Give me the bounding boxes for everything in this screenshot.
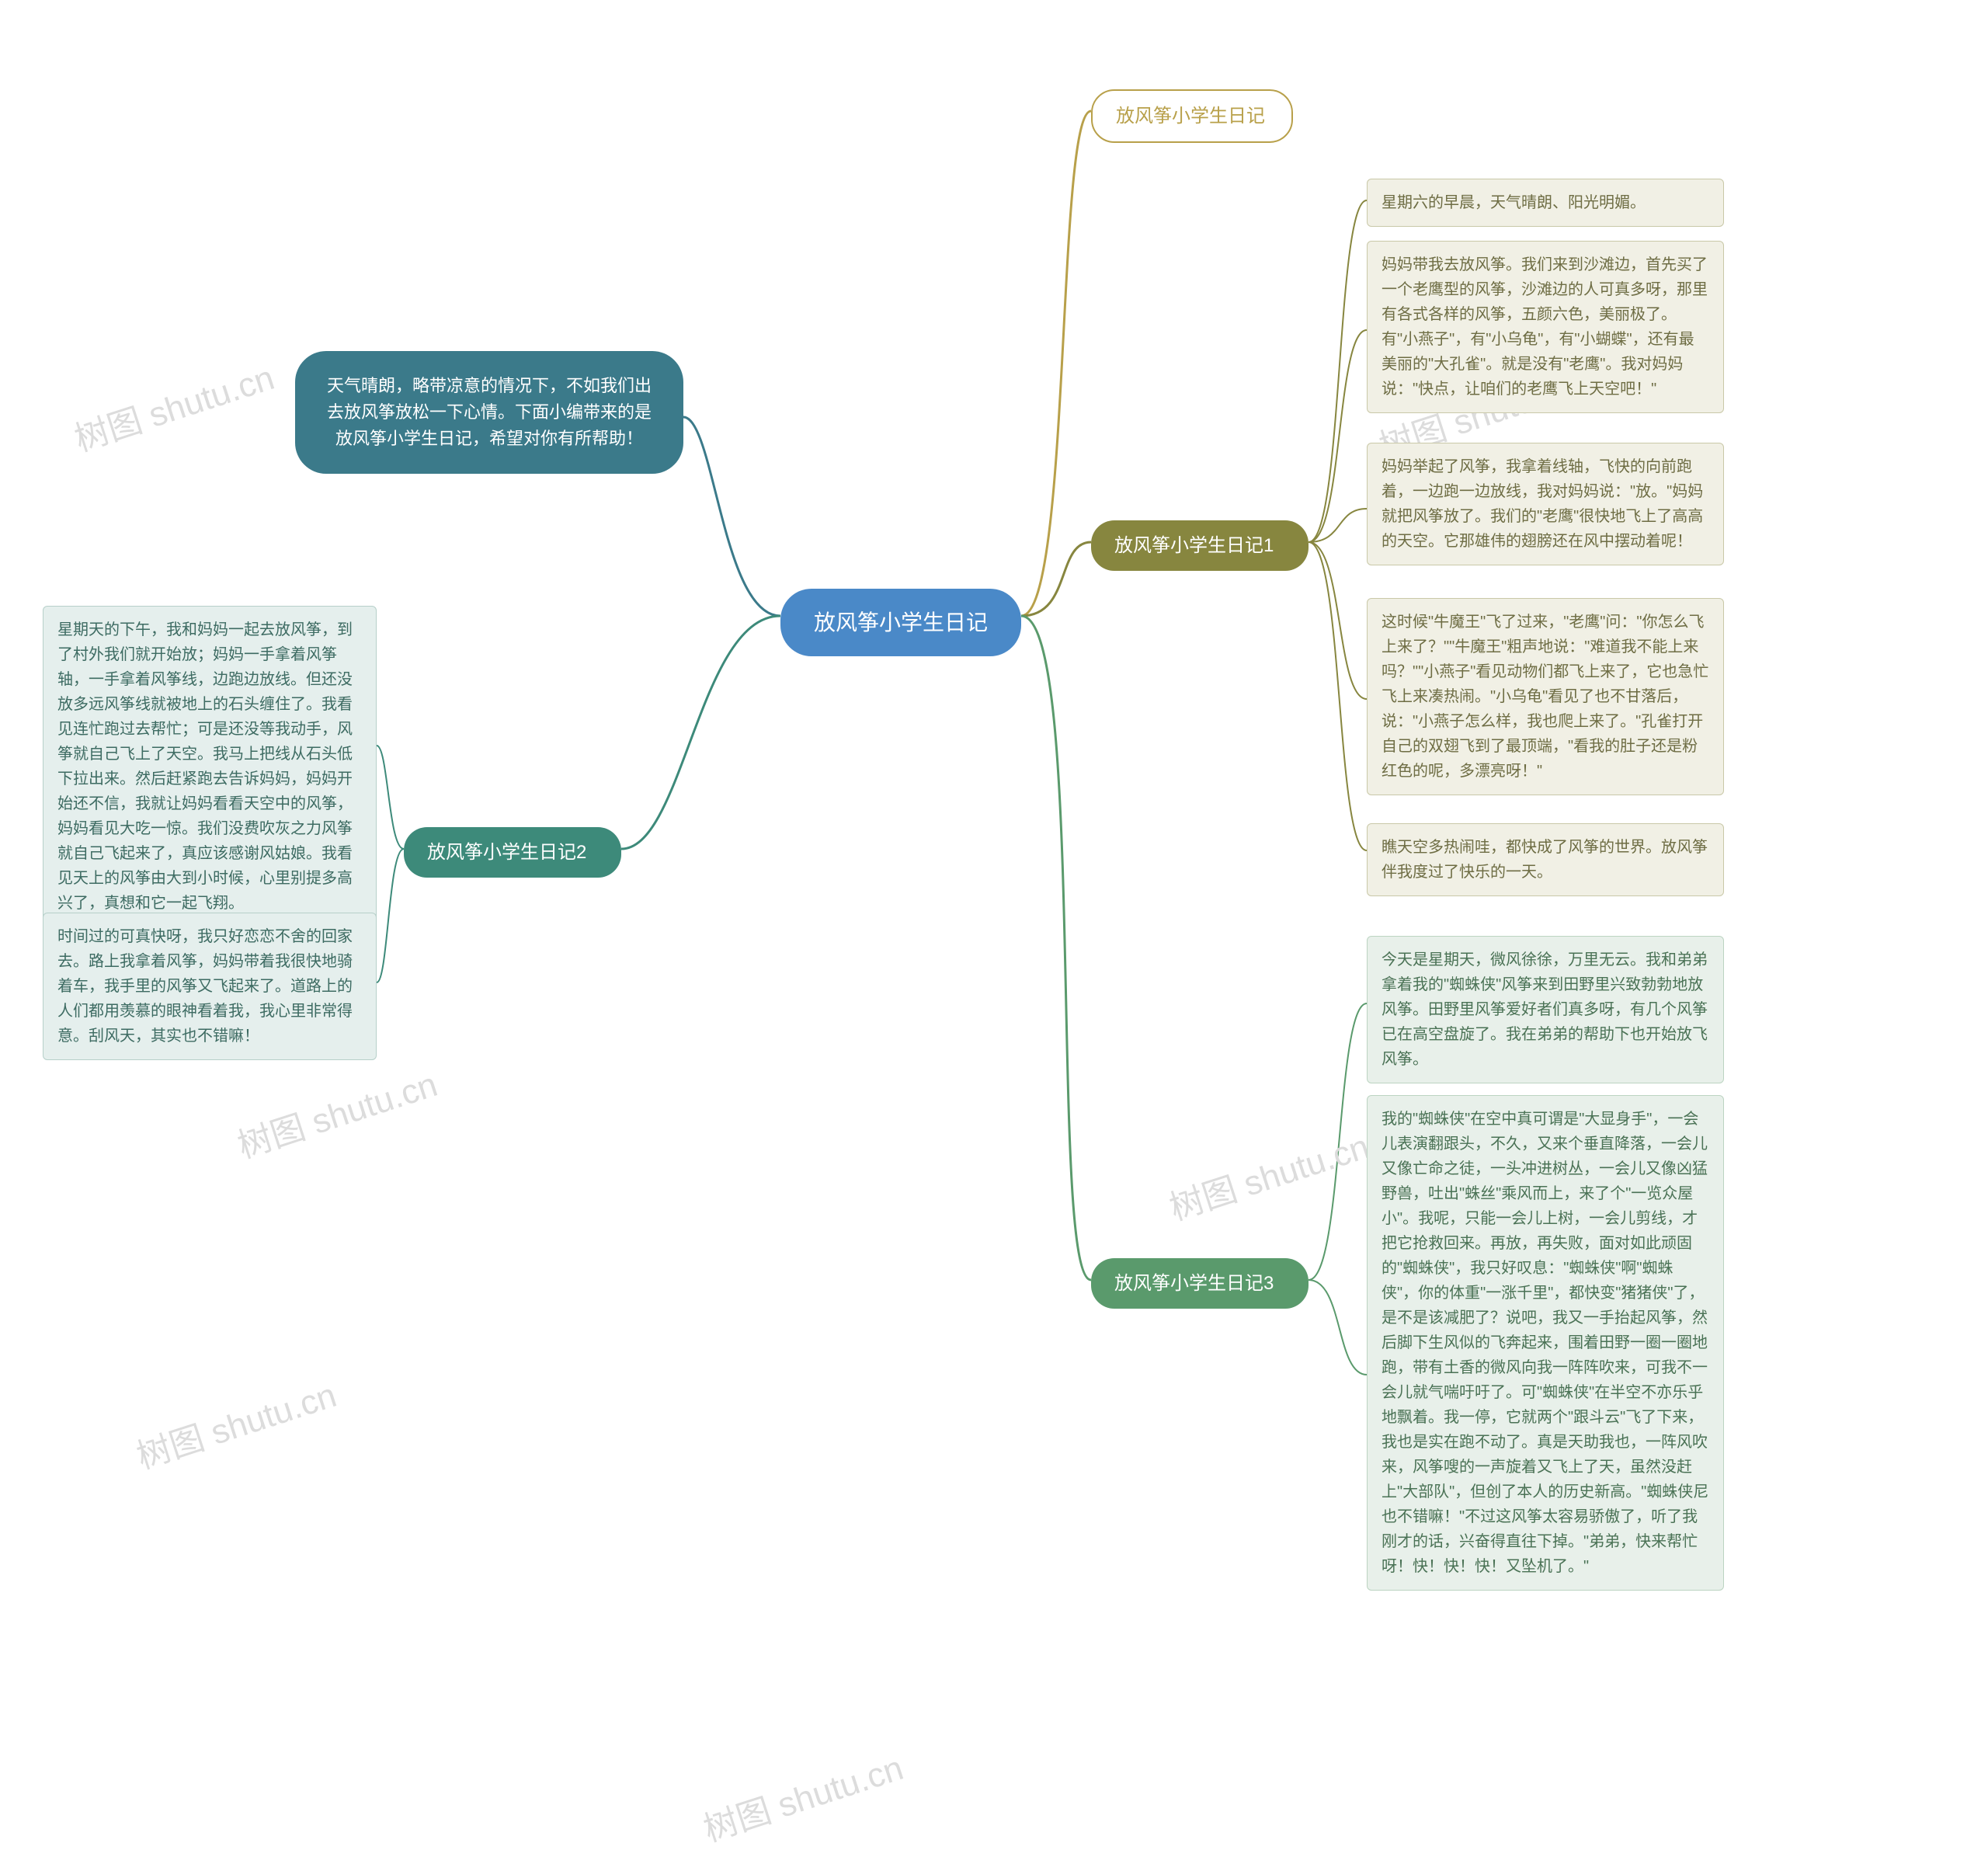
connector bbox=[1309, 330, 1367, 542]
connector bbox=[1309, 509, 1367, 542]
leaf-node-b1-1[interactable]: 妈妈带我去放风筝。我们来到沙滩边，首先买了一个老鹰型的风筝，沙滩边的人可真多呀，… bbox=[1367, 241, 1724, 413]
connector bbox=[377, 746, 404, 849]
connector bbox=[1309, 542, 1367, 850]
connector bbox=[1309, 1280, 1367, 1375]
leaf-node-b2-0[interactable]: 星期天的下午，我和妈妈一起去放风筝，到了村外我们就开始放；妈妈一手拿着风筝轴，一… bbox=[43, 606, 377, 927]
branch-node-b1[interactable]: 放风筝小学生日记1 bbox=[1091, 520, 1309, 571]
mindmap-stage: 树图 shutu.cn 树图 shutu.cn 树图 shutu.cn 树图 shut… bbox=[0, 0, 1988, 1850]
connector bbox=[621, 616, 780, 849]
branch-node-b2[interactable]: 放风筝小学生日记2 bbox=[404, 827, 621, 878]
connector bbox=[377, 849, 404, 982]
leaf-node-b2-1[interactable]: 时间过的可真快呀，我只好恋恋不舍的回家去。路上我拿着风筝，妈妈带着我很快地骑着车… bbox=[43, 913, 377, 1060]
leaf-node-b1-4[interactable]: 瞧天空多热闹哇，都快成了风筝的世界。放风筝伴我度过了快乐的一天。 bbox=[1367, 823, 1724, 896]
intro-node[interactable]: 天气晴朗，略带凉意的情况下，不如我们出去放风筝放松一下心情。下面小编带来的是放风… bbox=[295, 351, 683, 474]
watermark: 树图 shutu.cn bbox=[130, 1367, 342, 1478]
watermark: 树图 shutu.cn bbox=[697, 1740, 909, 1850]
connector bbox=[1021, 111, 1091, 616]
watermark: 树图 shutu.cn bbox=[1163, 1118, 1375, 1229]
leaf-node-b1-2[interactable]: 妈妈举起了风筝，我拿着线轴，飞快的向前跑着，一边跑一边放线，我对妈妈说："放。"… bbox=[1367, 443, 1724, 565]
root-node[interactable]: 放风筝小学生日记 bbox=[780, 589, 1021, 656]
connector bbox=[683, 417, 780, 616]
connector bbox=[1309, 200, 1367, 542]
leaf-node-b1-0[interactable]: 星期六的早晨，天气晴朗、阳光明媚。 bbox=[1367, 179, 1724, 227]
leaf-node-b3-0[interactable]: 今天是星期天，微风徐徐，万里无云。我和弟弟拿着我的"蜘蛛侠"风筝来到田野里兴致勃… bbox=[1367, 936, 1724, 1083]
watermark: 树图 shutu.cn bbox=[231, 1056, 443, 1167]
connector bbox=[1309, 542, 1367, 699]
connector bbox=[1021, 542, 1091, 616]
leaf-node-b3-1[interactable]: 我的"蜘蛛侠"在空中真可谓是"大显身手"，一会儿表演翻跟头，不久，又来个垂直降落… bbox=[1367, 1095, 1724, 1591]
watermark: 树图 shutu.cn bbox=[68, 349, 280, 461]
leaf-node-b1-3[interactable]: 这时候"牛魔王"飞了过来，"老鹰"问："你怎么飞上来了？""牛魔王"粗声地说："… bbox=[1367, 598, 1724, 795]
branch-node-b0[interactable]: 放风筝小学生日记 bbox=[1091, 89, 1293, 143]
connector bbox=[1309, 1003, 1367, 1280]
branch-node-b3[interactable]: 放风筝小学生日记3 bbox=[1091, 1258, 1309, 1309]
connector bbox=[1021, 616, 1091, 1280]
